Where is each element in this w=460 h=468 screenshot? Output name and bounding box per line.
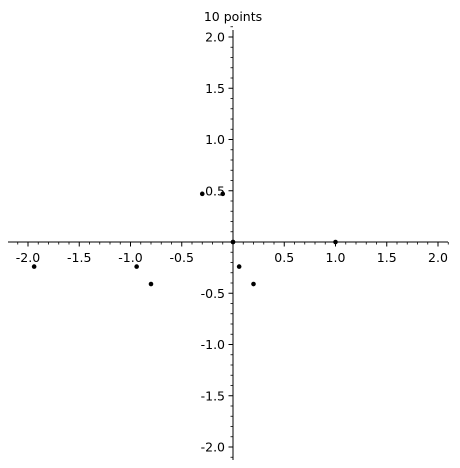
- y-tick-label: -1.5: [201, 388, 225, 403]
- axes: [8, 30, 448, 460]
- data-point: [251, 281, 256, 287]
- y-tick-label: 1.5: [205, 81, 225, 96]
- data-point: [134, 264, 139, 269]
- y-tick-label: 2.0: [205, 30, 225, 45]
- data-point: [31, 264, 37, 269]
- x-tick-label: -2.0: [16, 250, 40, 265]
- y-tick-label: -0.5: [201, 286, 225, 301]
- x-ticks: -2.0 -1.5 -1.0 -0.5 0.5 1.0 1.5 2.0: [16, 242, 449, 265]
- data-point: [236, 264, 242, 269]
- data-point: [148, 281, 154, 287]
- data-point: [220, 191, 226, 197]
- x-tick-label: 2.0: [428, 250, 448, 265]
- x-tick-label: 1.5: [377, 250, 397, 265]
- x-tick-label: -1.5: [67, 250, 91, 265]
- data-point: [230, 239, 236, 245]
- data-points: [31, 191, 338, 287]
- data-point: [333, 239, 338, 245]
- x-tick-label: -1.0: [118, 250, 142, 265]
- y-tick-label: 1.0: [205, 132, 225, 147]
- y-tick-label: -2.0: [201, 440, 225, 455]
- y-tick-label: 0.5: [205, 183, 225, 198]
- y-tick-label: -1.0: [201, 337, 225, 352]
- data-point: [199, 191, 205, 197]
- chart-title: 10 points: [204, 9, 262, 24]
- y-ticks: -2.0 -1.5 -1.0 -0.5 0.5 1.0 1.5 2.0: [201, 26, 233, 458]
- x-tick-label: 0.5: [274, 250, 294, 265]
- x-tick-label: 1.0: [326, 250, 346, 265]
- x-tick-label: -0.5: [170, 250, 194, 265]
